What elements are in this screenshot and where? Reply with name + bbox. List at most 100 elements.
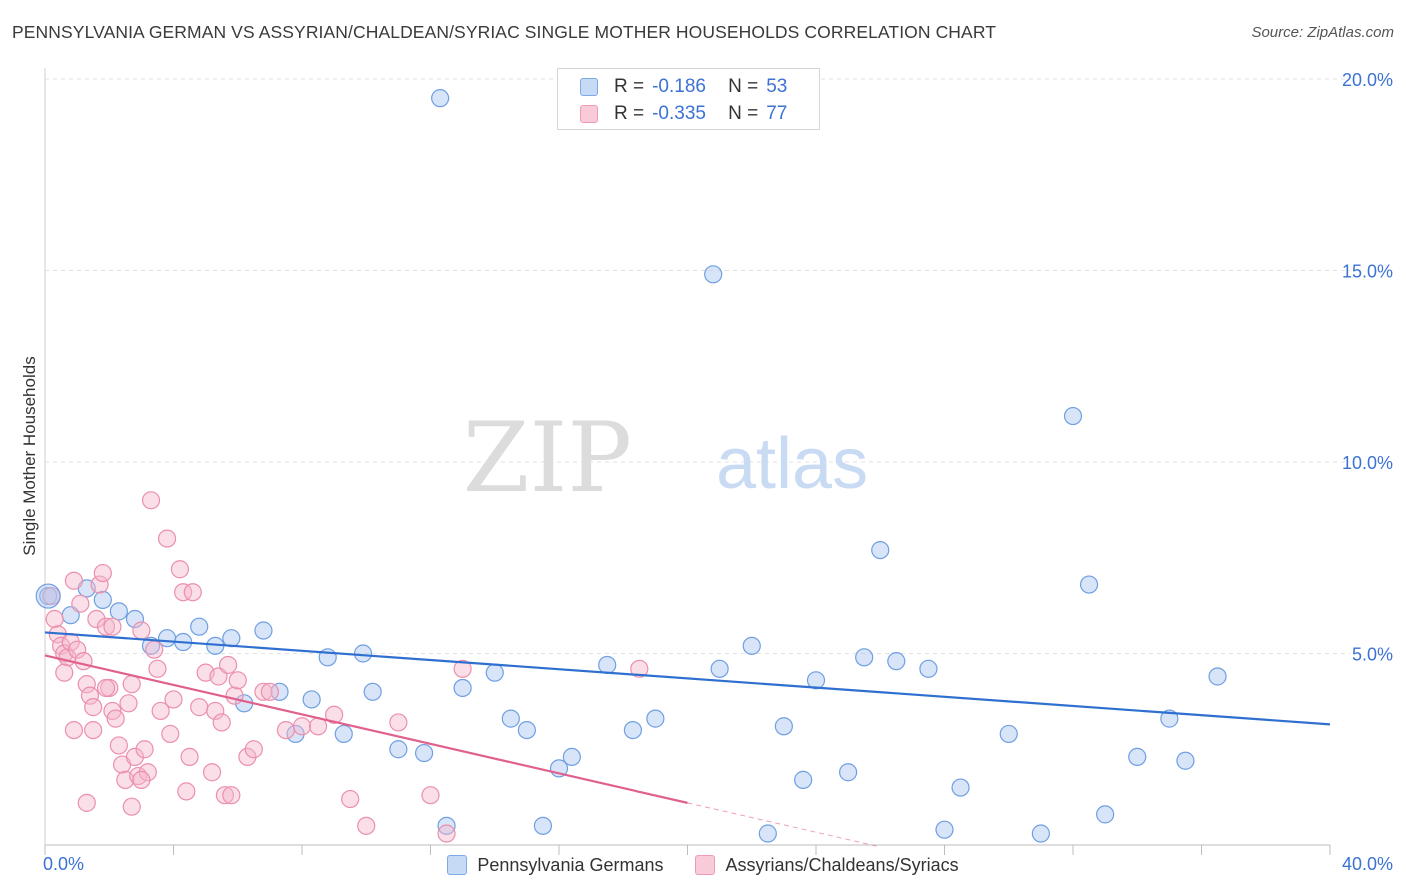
point-pennsylvania-german bbox=[109, 602, 128, 621]
point-pennsylvania-german bbox=[562, 747, 581, 767]
point-pennsylvania-german bbox=[270, 682, 289, 701]
point-assyrian bbox=[151, 701, 170, 721]
trend-line-pennsylvania-germans bbox=[44, 631, 1331, 726]
point-assyrian bbox=[90, 575, 109, 594]
point-assyrian bbox=[174, 583, 193, 602]
point-assyrian bbox=[74, 652, 93, 671]
point-pennsylvania-german bbox=[485, 663, 504, 682]
point-assyrian bbox=[93, 563, 112, 583]
point-assyrian bbox=[222, 786, 241, 805]
data-points bbox=[35, 89, 1227, 843]
point-assyrian bbox=[109, 736, 128, 755]
point-assyrian bbox=[135, 740, 154, 759]
y-tick-label: 10.0% bbox=[1342, 453, 1393, 473]
legend-r-label: R = bbox=[614, 102, 645, 124]
legend-swatch-pink bbox=[580, 104, 598, 123]
gridlines bbox=[45, 78, 1350, 654]
point-assyrian bbox=[55, 663, 74, 682]
point-pennsylvania-german bbox=[855, 648, 874, 667]
point-pennsylvania-german bbox=[222, 629, 241, 648]
point-assyrian bbox=[122, 797, 141, 816]
point-pennsylvania-german bbox=[623, 720, 642, 740]
point-pennsylvania-german bbox=[1079, 575, 1099, 594]
point-assyrian bbox=[96, 678, 116, 698]
point-pennsylvania-german bbox=[1031, 824, 1050, 843]
point-assyrian bbox=[437, 824, 456, 843]
point-assyrian bbox=[161, 724, 180, 744]
point-pennsylvania-german bbox=[1128, 747, 1147, 767]
point-assyrian bbox=[119, 694, 138, 713]
point-pennsylvania-german bbox=[125, 609, 145, 629]
bottom-legend-item-assyrians: Assyrians/Chaldeans/Syriacs bbox=[695, 854, 959, 876]
point-pennsylvania-german bbox=[806, 671, 826, 690]
point-assyrian bbox=[421, 786, 440, 805]
point-assyrian bbox=[64, 720, 84, 740]
point-assyrian bbox=[212, 713, 231, 732]
y-tick-label: 20.0% bbox=[1342, 70, 1393, 90]
point-assyrian bbox=[157, 529, 177, 548]
point-assyrian bbox=[96, 617, 116, 636]
point-pennsylvania-german bbox=[254, 621, 273, 640]
point-pennsylvania-german bbox=[1208, 667, 1227, 686]
point-pennsylvania-german bbox=[710, 659, 729, 678]
point-assyrian bbox=[260, 682, 279, 701]
point-pennsylvania-german bbox=[887, 652, 906, 671]
point-pennsylvania-german bbox=[1096, 805, 1115, 824]
point-pennsylvania-german bbox=[517, 720, 536, 740]
point-pennsylvania-german bbox=[533, 816, 553, 835]
point-pennsylvania-german bbox=[758, 824, 777, 843]
legend-row-assyrians: R = -0.335 N = 77 bbox=[580, 100, 787, 127]
legend-r-label: R = bbox=[614, 75, 645, 97]
point-assyrian bbox=[71, 594, 90, 613]
point-assyrian bbox=[215, 786, 234, 805]
point-pennsylvania-german bbox=[93, 590, 112, 609]
point-assyrian bbox=[84, 720, 103, 740]
point-pennsylvania-german bbox=[774, 717, 793, 736]
point-assyrian bbox=[341, 789, 360, 809]
point-assyrian bbox=[180, 747, 199, 767]
point-pennsylvania-german bbox=[501, 709, 520, 728]
point-assyrian bbox=[106, 709, 125, 728]
point-pennsylvania-german bbox=[704, 265, 723, 284]
watermark-zip: ZIP bbox=[463, 402, 632, 514]
bottom-legend-swatch-pink bbox=[695, 855, 716, 875]
point-assyrian bbox=[254, 682, 273, 701]
bottom-legend-label: Pennsylvania Germans bbox=[477, 854, 664, 875]
trend-line-assyrians-extension bbox=[687, 802, 881, 848]
point-assyrian bbox=[276, 720, 296, 740]
source-credit: Source: ZipAtlas.com bbox=[1251, 24, 1394, 41]
point-assyrian bbox=[132, 770, 151, 789]
point-assyrian bbox=[206, 701, 225, 721]
point-pennsylvania-german bbox=[302, 690, 321, 709]
x-tick-label: 40.0% bbox=[1342, 854, 1393, 874]
point-pennsylvania-german bbox=[839, 763, 858, 782]
point-assyrian bbox=[68, 640, 87, 659]
point-pennsylvania-german bbox=[742, 636, 761, 655]
point-assyrian bbox=[77, 675, 96, 694]
point-pennsylvania-german bbox=[35, 583, 61, 609]
point-pennsylvania-german bbox=[190, 617, 209, 636]
point-assyrian bbox=[219, 655, 238, 675]
legend-row-pennsylvania-germans: R = -0.186 N = 53 bbox=[580, 73, 787, 100]
tick-labels: 5.0% 10.0% 15.0% 20.0% 0.0% 40.0% bbox=[43, 70, 1393, 874]
point-pennsylvania-german bbox=[453, 678, 472, 698]
point-pennsylvania-german bbox=[919, 659, 938, 678]
bottom-legend-label: Assyrians/Chaldeans/Syriacs bbox=[725, 854, 959, 875]
point-assyrian bbox=[325, 705, 344, 724]
point-assyrian bbox=[64, 571, 84, 590]
legend-n-value: 53 bbox=[766, 75, 788, 97]
point-assyrian bbox=[125, 747, 145, 767]
point-assyrian bbox=[357, 816, 376, 835]
point-assyrian bbox=[292, 717, 312, 736]
bottom-legend-swatch-blue bbox=[447, 855, 468, 875]
point-assyrian bbox=[132, 621, 151, 640]
point-pennsylvania-german bbox=[353, 644, 373, 663]
axes bbox=[44, 68, 1331, 855]
bottom-legend-item-pennsylvania-germans: Pennsylvania Germans bbox=[447, 855, 663, 876]
point-pennsylvania-german bbox=[334, 724, 353, 744]
point-pennsylvania-german bbox=[1176, 751, 1195, 770]
point-assyrian bbox=[141, 491, 161, 510]
y-tick-label: 5.0% bbox=[1352, 645, 1393, 665]
watermark: ZIP atlas bbox=[463, 402, 868, 514]
